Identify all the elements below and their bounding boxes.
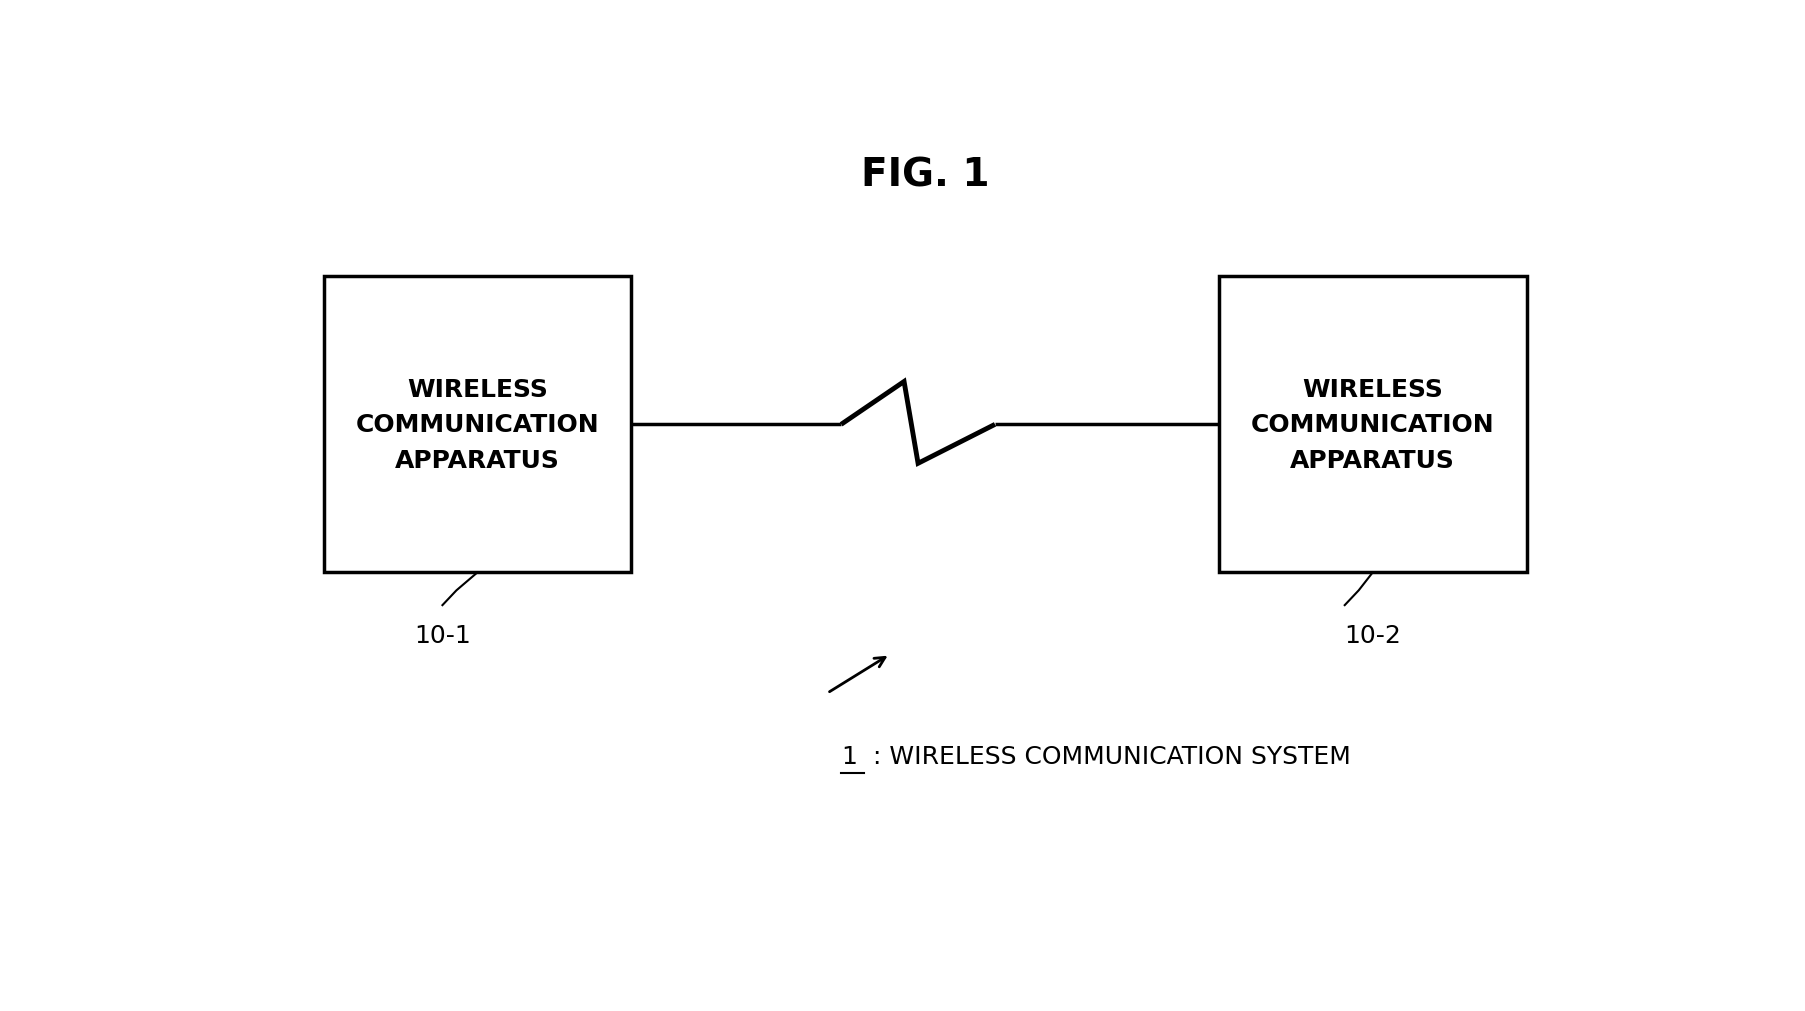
Text: WIRELESS
COMMUNICATION
APPARATUS: WIRELESS COMMUNICATION APPARATUS [1251, 377, 1495, 472]
FancyBboxPatch shape [1218, 277, 1527, 573]
Text: 10-1: 10-1 [413, 624, 471, 647]
Text: : WIRELESS COMMUNICATION SYSTEM: : WIRELESS COMMUNICATION SYSTEM [865, 744, 1350, 767]
Text: 1: 1 [841, 744, 857, 767]
FancyBboxPatch shape [323, 277, 632, 573]
Text: WIRELESS
COMMUNICATION
APPARATUS: WIRELESS COMMUNICATION APPARATUS [356, 377, 599, 472]
Text: 10-2: 10-2 [1345, 624, 1401, 647]
Text: FIG. 1: FIG. 1 [861, 157, 989, 195]
Polygon shape [841, 382, 995, 464]
